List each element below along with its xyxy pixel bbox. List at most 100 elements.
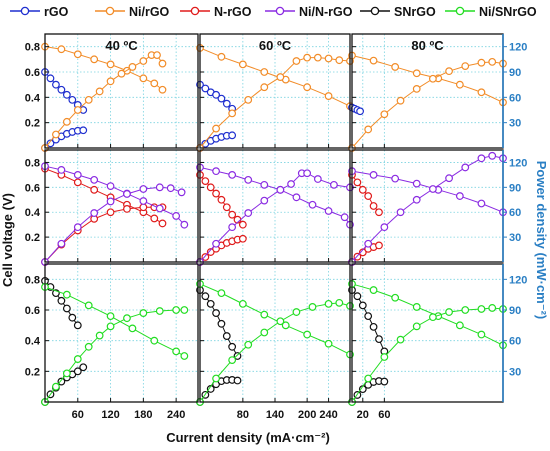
data-point xyxy=(303,169,312,178)
y-axis-label: Cell voltage (V) xyxy=(0,193,15,287)
series-ni-snrgo-voltage xyxy=(348,280,507,350)
series-ni-snrgo-power xyxy=(41,306,189,406)
data-point xyxy=(428,185,437,193)
data-point xyxy=(324,207,333,215)
series-rgo-voltage xyxy=(196,80,237,113)
data-point xyxy=(233,352,242,360)
data-point xyxy=(380,353,389,361)
y-tick-label: 0.4 xyxy=(25,207,41,219)
data-point xyxy=(228,210,237,219)
data-point xyxy=(391,293,400,302)
data-point xyxy=(412,195,421,204)
data-point xyxy=(228,109,237,118)
x-tick-label: 60 xyxy=(378,409,390,421)
data-point xyxy=(364,312,373,321)
data-point xyxy=(212,90,220,99)
series-ni-n-rgo-power xyxy=(41,183,186,266)
y2-tick-label: 90 xyxy=(509,305,521,317)
data-point xyxy=(73,321,82,330)
legend-label: Ni/rGO xyxy=(129,5,170,19)
data-point xyxy=(428,313,437,322)
y-tick-label: 0.8 xyxy=(25,274,40,286)
data-point xyxy=(212,124,220,133)
data-point xyxy=(212,374,220,383)
data-point xyxy=(106,77,115,86)
series-n-rgo-voltage xyxy=(41,164,167,228)
data-point xyxy=(364,239,373,248)
series-ni-snrgo-voltage xyxy=(41,283,189,360)
data-point xyxy=(238,234,247,243)
panel-title: 60 ºC xyxy=(259,38,292,53)
data-point xyxy=(73,355,82,363)
data-point xyxy=(62,90,71,99)
data-point xyxy=(212,167,220,176)
x-axis-label: Current density (mA·cm⁻²) xyxy=(166,430,330,445)
data-point xyxy=(244,95,253,104)
data-point xyxy=(375,241,383,250)
panel-title: 80 ºC xyxy=(411,38,444,53)
data-point xyxy=(106,60,115,69)
y2-tick-label: 90 xyxy=(509,67,521,79)
data-point xyxy=(461,306,470,314)
data-point xyxy=(303,330,312,339)
series-line xyxy=(351,307,504,403)
x-tick-label: 200 xyxy=(298,409,316,421)
data-point xyxy=(95,87,104,96)
data-point xyxy=(428,74,437,83)
data-point xyxy=(364,125,373,134)
legend-label: N-rGO xyxy=(214,5,252,19)
data-point xyxy=(391,63,400,71)
data-point xyxy=(212,189,220,198)
data-point xyxy=(308,303,317,311)
data-point xyxy=(380,223,389,232)
data-point xyxy=(52,130,60,139)
data-point xyxy=(180,220,189,229)
series-n-rgo-power xyxy=(196,234,247,266)
y-tick-label: 0.4 xyxy=(25,92,41,104)
panel-frame xyxy=(44,149,199,263)
data-point xyxy=(477,330,486,339)
data-point xyxy=(212,239,220,248)
axes: 0.2 0.4 0.6 0.8 30 60 90 120 0.2 0.4 0.6 0.8 30 60 90 1… xyxy=(25,38,528,421)
y2-tick-label: 60 xyxy=(509,207,521,219)
series-line xyxy=(44,309,185,403)
x-tick-label: 180 xyxy=(134,409,152,421)
x-tick-label: 240 xyxy=(167,409,185,421)
y-tick-label: 0.2 xyxy=(25,118,40,130)
data-point xyxy=(396,335,405,344)
data-point xyxy=(52,80,60,89)
data-point xyxy=(123,205,131,213)
data-point xyxy=(139,185,148,193)
data-point xyxy=(206,299,215,308)
y-tick-label: 0.6 xyxy=(25,67,40,79)
data-point xyxy=(292,308,301,316)
x-tick-label: 240 xyxy=(319,409,337,421)
legend-marker xyxy=(275,6,285,16)
data-point xyxy=(139,197,148,205)
data-point xyxy=(324,339,333,348)
data-point xyxy=(84,95,93,104)
data-point xyxy=(276,73,285,81)
data-point xyxy=(375,208,383,217)
data-point xyxy=(396,96,405,105)
legend-marker xyxy=(370,6,380,16)
data-series xyxy=(41,42,507,406)
data-point xyxy=(139,203,148,212)
data-point xyxy=(356,107,364,116)
data-point xyxy=(62,304,71,313)
y-tick-label: 0.6 xyxy=(25,182,40,194)
y2-tick-label: 30 xyxy=(509,232,521,244)
data-point xyxy=(488,57,497,66)
data-point xyxy=(260,310,269,319)
data-point xyxy=(369,286,378,294)
data-point xyxy=(369,202,378,210)
data-point xyxy=(412,303,421,311)
data-point xyxy=(217,195,226,204)
data-point xyxy=(287,180,295,188)
data-point xyxy=(158,85,167,94)
series-ni-snrgo-power xyxy=(348,304,507,406)
series-line xyxy=(44,46,163,91)
data-point xyxy=(340,213,349,222)
data-point xyxy=(477,199,486,208)
